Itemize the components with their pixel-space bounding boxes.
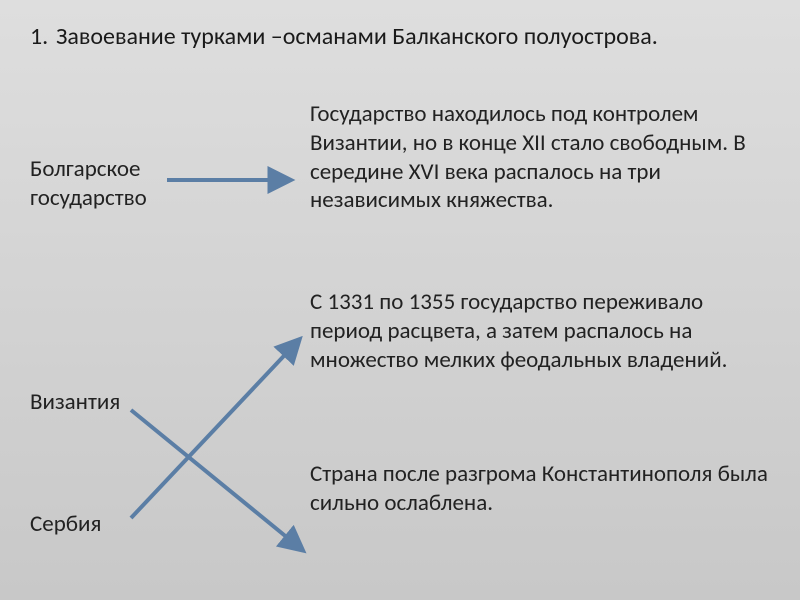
label-serbia: Сербия — [30, 510, 101, 539]
slide: 1. Завоевание турками –османами Балканск… — [0, 0, 800, 600]
title-number: 1. — [30, 22, 56, 53]
arrow-icon — [125, 400, 320, 580]
title-row: 1. Завоевание турками –османами Балканск… — [30, 22, 770, 53]
desc-bulgaria: Государство находилось под контролем Виз… — [310, 100, 770, 215]
desc-byzantium: Страна после разгрома Константинополя бы… — [310, 460, 770, 518]
title-text: Завоевание турками –османами Балканского… — [56, 22, 770, 53]
arrow-icon — [165, 170, 305, 190]
label-byzantium: Византия — [30, 388, 120, 417]
desc-serbia: С 1331 по 1355 государство переживало пе… — [310, 288, 770, 374]
